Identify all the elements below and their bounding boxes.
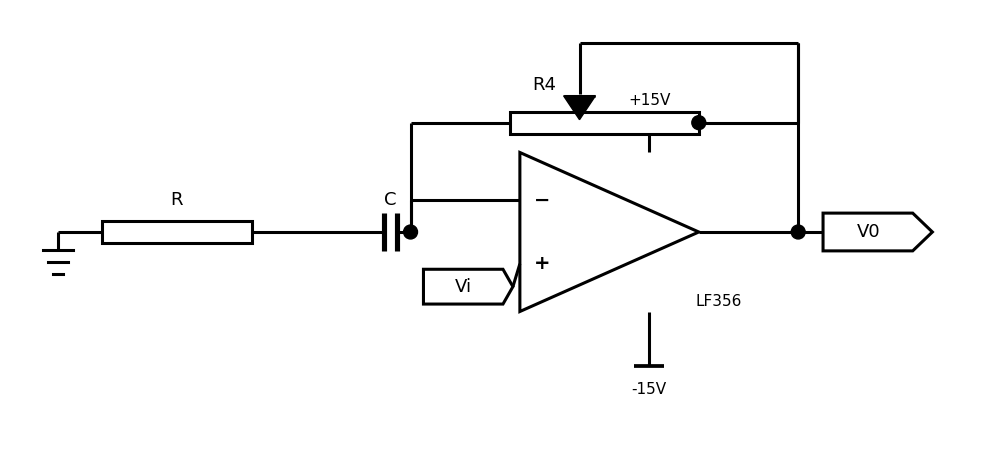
Polygon shape [564,96,595,120]
Polygon shape [520,152,699,311]
Polygon shape [823,213,932,251]
Text: −: − [534,191,550,210]
FancyBboxPatch shape [510,112,699,134]
Circle shape [404,225,417,239]
Text: LF356: LF356 [695,294,742,309]
Text: Vi: Vi [455,278,472,296]
Text: +: + [533,254,550,274]
Text: R4: R4 [533,76,557,94]
Circle shape [791,225,805,239]
Text: -15V: -15V [632,382,667,396]
Text: C: C [384,191,397,209]
FancyBboxPatch shape [102,221,252,243]
Text: +15V: +15V [628,93,670,108]
Polygon shape [423,269,513,304]
Text: V0: V0 [857,223,881,241]
Circle shape [692,116,706,130]
Text: R: R [171,191,183,209]
